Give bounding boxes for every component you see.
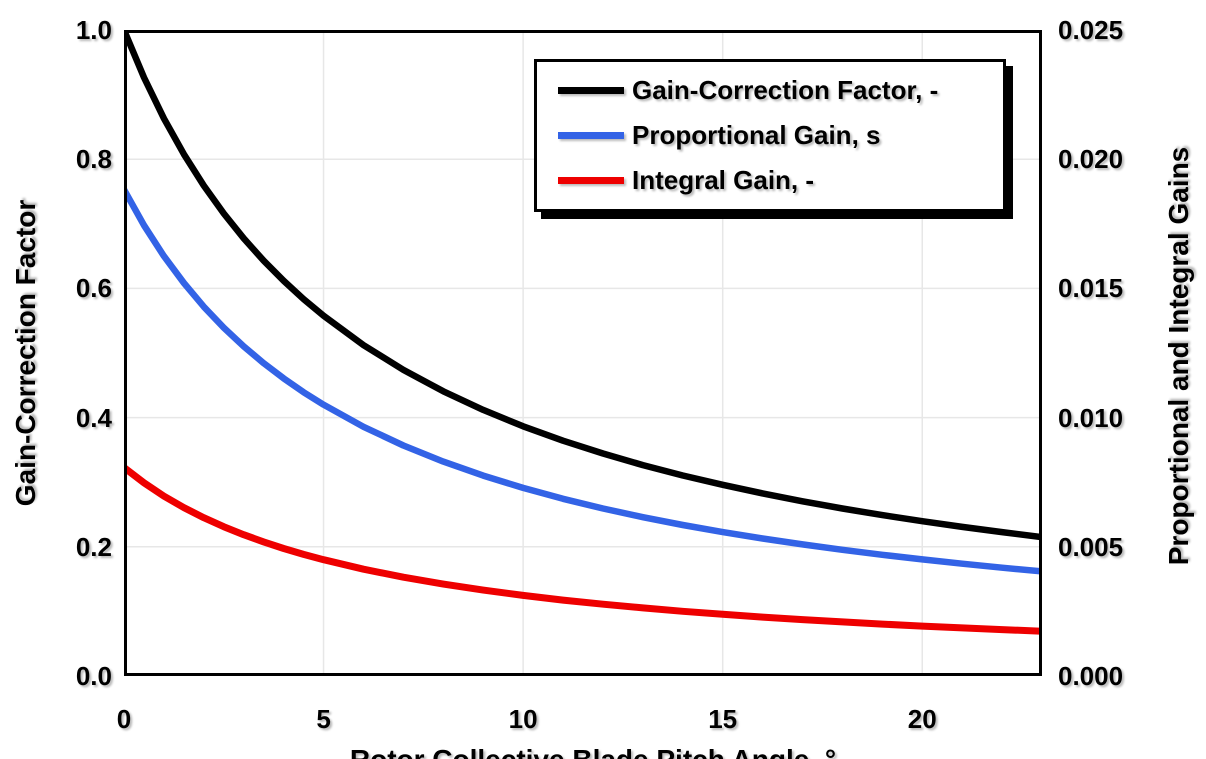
x-tick-label: 15	[708, 704, 738, 734]
y-right-tick-label: 0.000	[1058, 661, 1124, 691]
x-tick-label: 0	[116, 704, 132, 734]
legend-entry: Integral Gain, -	[558, 165, 993, 196]
legend-entry-label: Proportional Gain, s	[632, 120, 881, 150]
y-right-tick-label: 0.010	[1058, 402, 1124, 433]
x-tick-label: 20	[907, 704, 937, 734]
y-right-tick-label: 0.025	[1058, 15, 1124, 45]
y-left-tick-label: 0.8	[75, 144, 112, 175]
series-line-gain-correction-factor	[124, 30, 1042, 541]
y-right-tick-label: 0.005	[1058, 531, 1124, 562]
legend-entry: Gain-Correction Factor, -	[558, 75, 993, 106]
legend-entry-label: Gain-Correction Factor, -	[632, 75, 939, 105]
legend-line-swatch	[558, 87, 624, 94]
plot-frame	[124, 30, 1042, 676]
y-left-tick-label: 1.0	[75, 15, 112, 45]
y-left-tick-label: 0.4	[75, 402, 112, 433]
y-right-tick-label: 0.015	[1058, 273, 1124, 304]
legend-line-swatch	[558, 132, 624, 139]
x-axis-title: Rotor Collective Blade Pitch Angle, °	[350, 744, 836, 759]
legend-line-swatch	[558, 177, 624, 184]
legend: Gain-Correction Factor, - Proportional Ga…	[534, 59, 1006, 212]
y-left-tick-label: 0.2	[75, 531, 112, 562]
x-tick-label: 5	[316, 704, 331, 734]
y-right-tick-label: 0.020	[1058, 144, 1124, 175]
y-axis-title-left: Gain-Correction Factor	[10, 199, 41, 507]
y-left-tick-label: 0.0	[75, 661, 112, 691]
series-line-integral-gain	[124, 464, 1042, 635]
x-tick-label: 10	[508, 704, 538, 734]
legend-entry-label: Integral Gain, -	[632, 165, 815, 195]
y-left-tick-label: 0.6	[75, 273, 112, 304]
legend-entry: Proportional Gain, s	[558, 120, 993, 151]
y-axis-title-right: Proportional and Integral Gains	[1163, 146, 1194, 566]
series-line-proportional-gain	[124, 186, 1042, 575]
